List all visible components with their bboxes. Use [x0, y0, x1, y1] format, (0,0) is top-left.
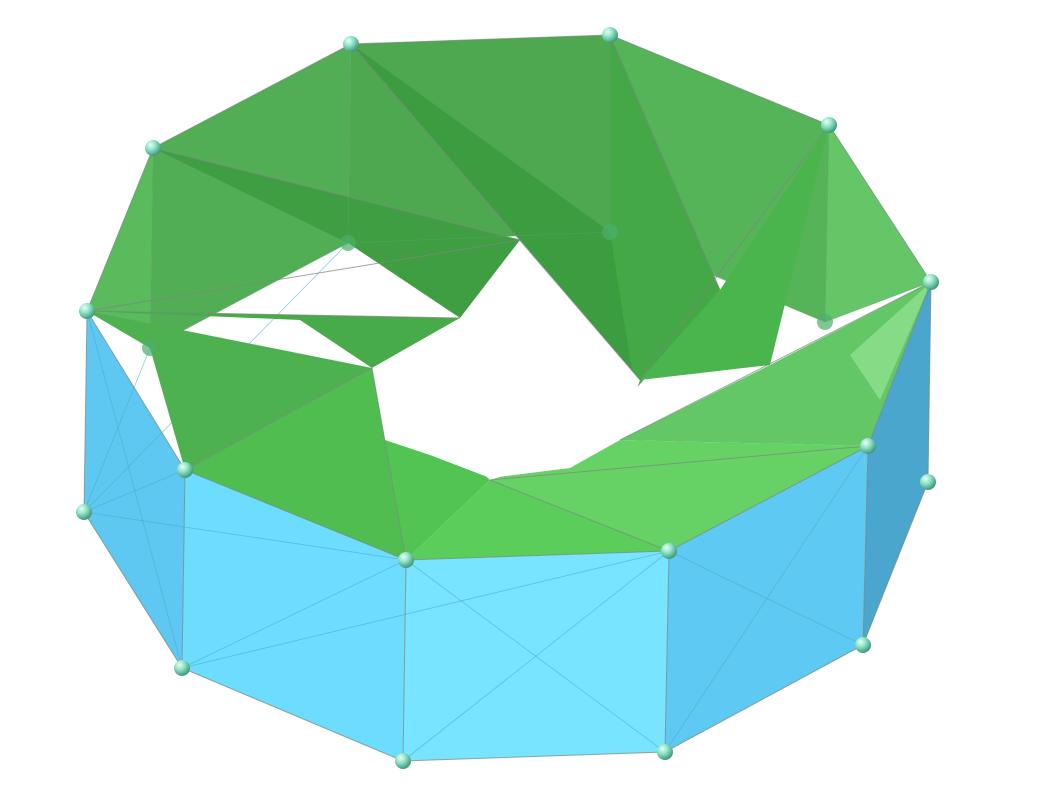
vertex: [920, 474, 936, 490]
vertex: [174, 660, 190, 676]
vertex-inner: [817, 314, 833, 330]
blade: [610, 35, 720, 390]
vertex: [860, 438, 876, 454]
vertex: [661, 543, 677, 559]
vertex: [145, 140, 161, 156]
vertex: [395, 753, 411, 769]
blade: [87, 311, 372, 470]
blade: [351, 44, 640, 380]
vertex-inner: [340, 235, 356, 251]
vertex: [76, 504, 92, 520]
vertex: [657, 744, 673, 760]
vertex: [602, 27, 618, 43]
vertex: [343, 36, 359, 52]
blade-highlight: [850, 282, 931, 400]
blade: [153, 148, 520, 318]
center-hole: [372, 318, 640, 478]
blade: [406, 480, 669, 560]
top-face: [87, 148, 153, 348]
blade: [640, 125, 829, 380]
top-surface: [86, 34, 932, 561]
blade: [620, 282, 931, 446]
top-face: [825, 125, 931, 322]
blade: [490, 440, 868, 551]
vertex-inner: [602, 224, 618, 240]
vertex-inner: [142, 340, 158, 356]
vertices: [76, 27, 939, 769]
vertex: [398, 552, 414, 568]
vertex: [177, 462, 193, 478]
side-face: [182, 470, 406, 761]
vertex: [855, 637, 871, 653]
blade: [87, 311, 460, 368]
vertex: [821, 117, 837, 133]
vertex: [923, 274, 939, 290]
vertex: [79, 303, 95, 319]
top-face: [150, 44, 351, 348]
outer-side-wall: [83, 242, 932, 762]
blade: [185, 368, 406, 560]
wall-edges: [83, 281, 932, 762]
